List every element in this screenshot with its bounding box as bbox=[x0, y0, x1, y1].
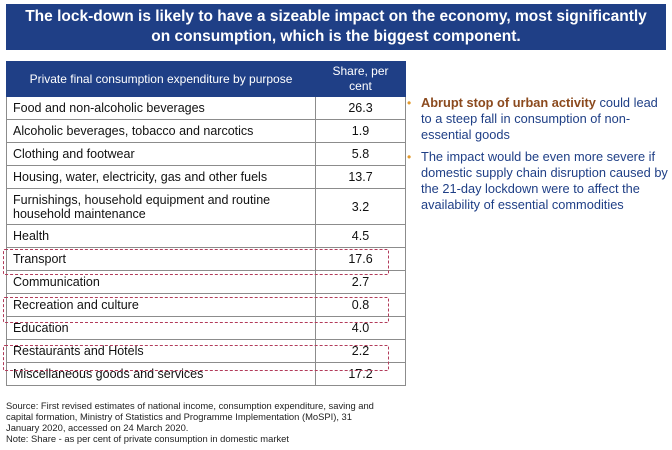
row-value: 26.3 bbox=[315, 96, 406, 120]
bullet-body: The impact would be even more severe if … bbox=[421, 149, 668, 212]
row-value: 17.6 bbox=[315, 247, 406, 271]
column-header-category: Private final consumption expenditure by… bbox=[6, 61, 316, 97]
row-label: Alcoholic beverages, tobacco and narcoti… bbox=[6, 119, 316, 143]
row-value: 1.9 bbox=[315, 119, 406, 143]
highlight-transport bbox=[3, 249, 389, 275]
table-row: Restaurants and Hotels 2.2 bbox=[6, 339, 406, 363]
row-value: 13.7 bbox=[315, 165, 406, 189]
table-row: Health 4.5 bbox=[6, 224, 406, 248]
row-label: Housing, water, electricity, gas and oth… bbox=[6, 165, 316, 189]
row-value: 4.0 bbox=[315, 316, 406, 340]
row-value: 3.2 bbox=[315, 188, 406, 225]
bullet-marker-icon: • bbox=[407, 150, 412, 164]
table-row: Education 4.0 bbox=[6, 316, 406, 340]
row-label: Clothing and footwear bbox=[6, 142, 316, 166]
table-row: Furnishings, household equipment and rou… bbox=[6, 188, 406, 225]
highlight-recreation bbox=[3, 297, 389, 323]
row-label: Transport bbox=[6, 247, 316, 271]
row-label: Furnishings, household equipment and rou… bbox=[6, 188, 316, 225]
table-row: Clothing and footwear 5.8 bbox=[6, 142, 406, 166]
row-label: Education bbox=[6, 316, 316, 340]
row-label: Health bbox=[6, 224, 316, 248]
bullet-item: • The impact would be even more severe i… bbox=[407, 149, 669, 213]
bullet-emphasis: Abrupt stop of urban activity bbox=[421, 95, 596, 110]
bullet-text: Abrupt stop of urban activity could lead… bbox=[421, 95, 669, 143]
table-row: Transport 17.6 bbox=[6, 247, 406, 271]
commentary-bullets: • Abrupt stop of urban activity could le… bbox=[407, 95, 669, 219]
bullet-item: • Abrupt stop of urban activity could le… bbox=[407, 95, 669, 143]
table-row: Alcoholic beverages, tobacco and narcoti… bbox=[6, 119, 406, 143]
table-header-row: Private final consumption expenditure by… bbox=[6, 61, 406, 97]
row-label: Restaurants and Hotels bbox=[6, 339, 316, 363]
row-label: Food and non-alcoholic beverages bbox=[6, 96, 316, 120]
highlight-restaurants bbox=[3, 345, 389, 371]
bullet-body: could lead to a steep fall in consumptio… bbox=[421, 95, 658, 142]
row-value: 2.2 bbox=[315, 339, 406, 363]
row-value: 4.5 bbox=[315, 224, 406, 248]
page-title: The lock-down is likely to have a sizeab… bbox=[6, 4, 666, 50]
consumption-share-table: Private final consumption expenditure by… bbox=[6, 61, 406, 386]
table-row: Food and non-alcoholic beverages 26.3 bbox=[6, 96, 406, 120]
row-value: 5.8 bbox=[315, 142, 406, 166]
table-row: Housing, water, electricity, gas and oth… bbox=[6, 165, 406, 189]
share-note: Note: Share - as per cent of private con… bbox=[6, 433, 289, 444]
bullet-marker-icon: • bbox=[407, 96, 412, 110]
column-header-share: Share, per cent bbox=[315, 61, 406, 97]
footnote: Source: First revised estimates of natio… bbox=[6, 400, 386, 444]
source-note: Source: First revised estimates of natio… bbox=[6, 400, 374, 433]
